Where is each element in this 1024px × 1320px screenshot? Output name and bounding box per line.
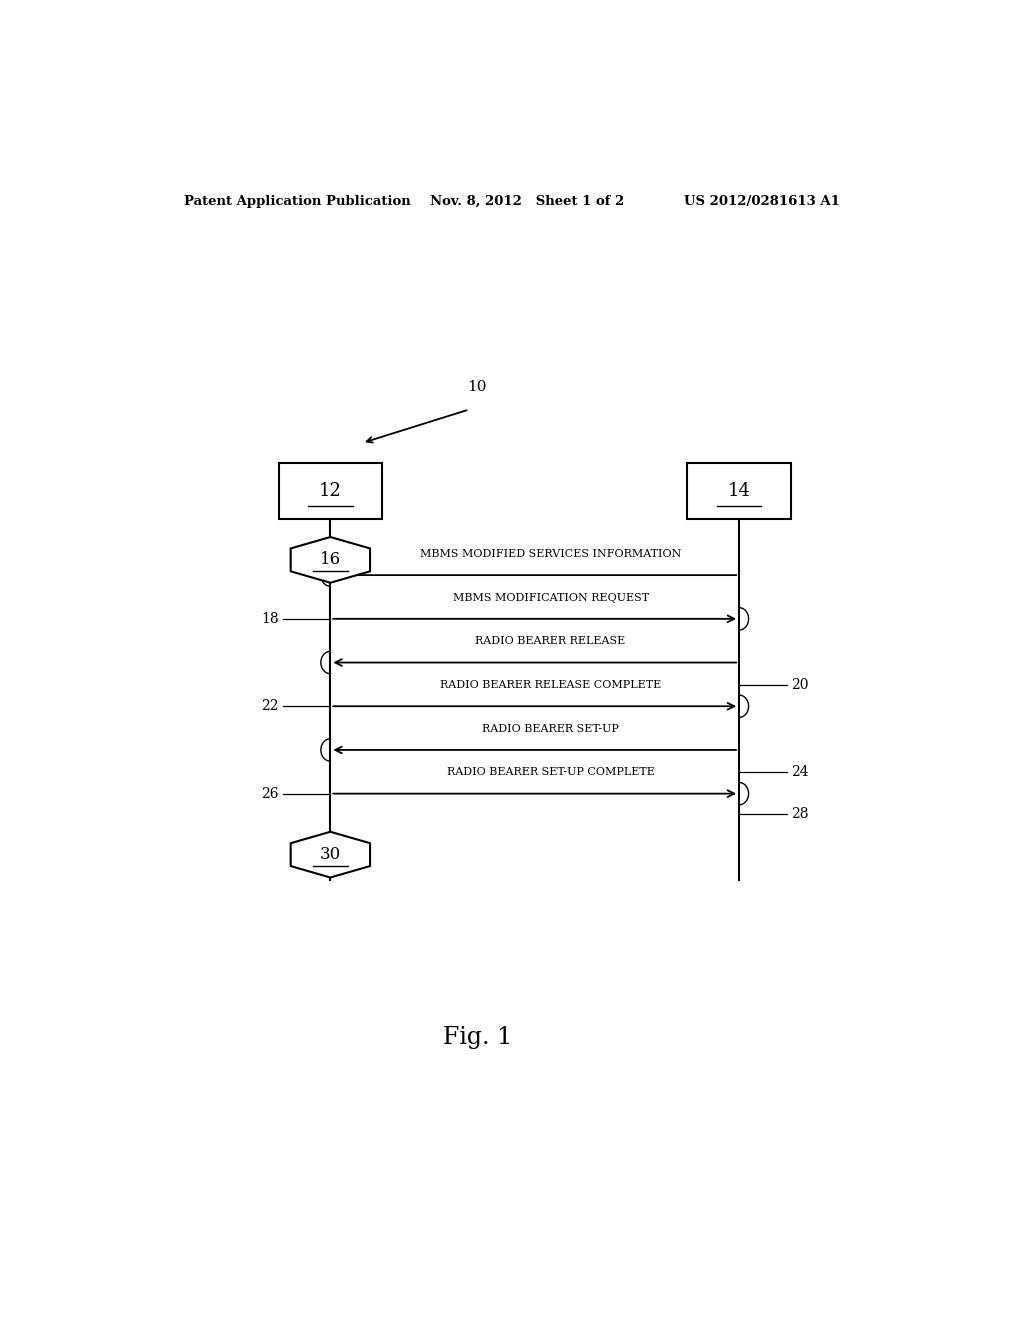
Text: Nov. 8, 2012   Sheet 1 of 2: Nov. 8, 2012 Sheet 1 of 2 xyxy=(430,194,624,207)
Text: MBMS MODIFICATION REQUEST: MBMS MODIFICATION REQUEST xyxy=(453,593,648,602)
Polygon shape xyxy=(291,832,370,878)
Text: RADIO BEARER RELEASE COMPLETE: RADIO BEARER RELEASE COMPLETE xyxy=(440,680,662,690)
Text: 22: 22 xyxy=(261,700,279,713)
Text: 10: 10 xyxy=(467,380,487,395)
Text: 26: 26 xyxy=(261,787,279,801)
Text: RADIO BEARER SET-UP COMPLETE: RADIO BEARER SET-UP COMPLETE xyxy=(446,767,654,777)
Text: 24: 24 xyxy=(791,766,808,779)
Text: 16: 16 xyxy=(319,552,341,569)
Text: Fig. 1: Fig. 1 xyxy=(442,1026,512,1049)
Text: 20: 20 xyxy=(791,678,808,692)
Text: MBMS MODIFIED SERVICES INFORMATION: MBMS MODIFIED SERVICES INFORMATION xyxy=(420,549,681,558)
Text: 30: 30 xyxy=(319,846,341,863)
Text: RADIO BEARER SET-UP: RADIO BEARER SET-UP xyxy=(482,723,620,734)
Text: 18: 18 xyxy=(261,612,279,626)
Text: US 2012/0281613 A1: US 2012/0281613 A1 xyxy=(684,194,840,207)
Text: 12: 12 xyxy=(318,482,342,500)
Text: Patent Application Publication: Patent Application Publication xyxy=(183,194,411,207)
FancyBboxPatch shape xyxy=(687,463,791,519)
FancyBboxPatch shape xyxy=(279,463,382,519)
Polygon shape xyxy=(291,537,370,582)
Text: RADIO BEARER RELEASE: RADIO BEARER RELEASE xyxy=(475,636,626,647)
Text: 28: 28 xyxy=(791,807,808,821)
Text: 14: 14 xyxy=(728,482,751,500)
